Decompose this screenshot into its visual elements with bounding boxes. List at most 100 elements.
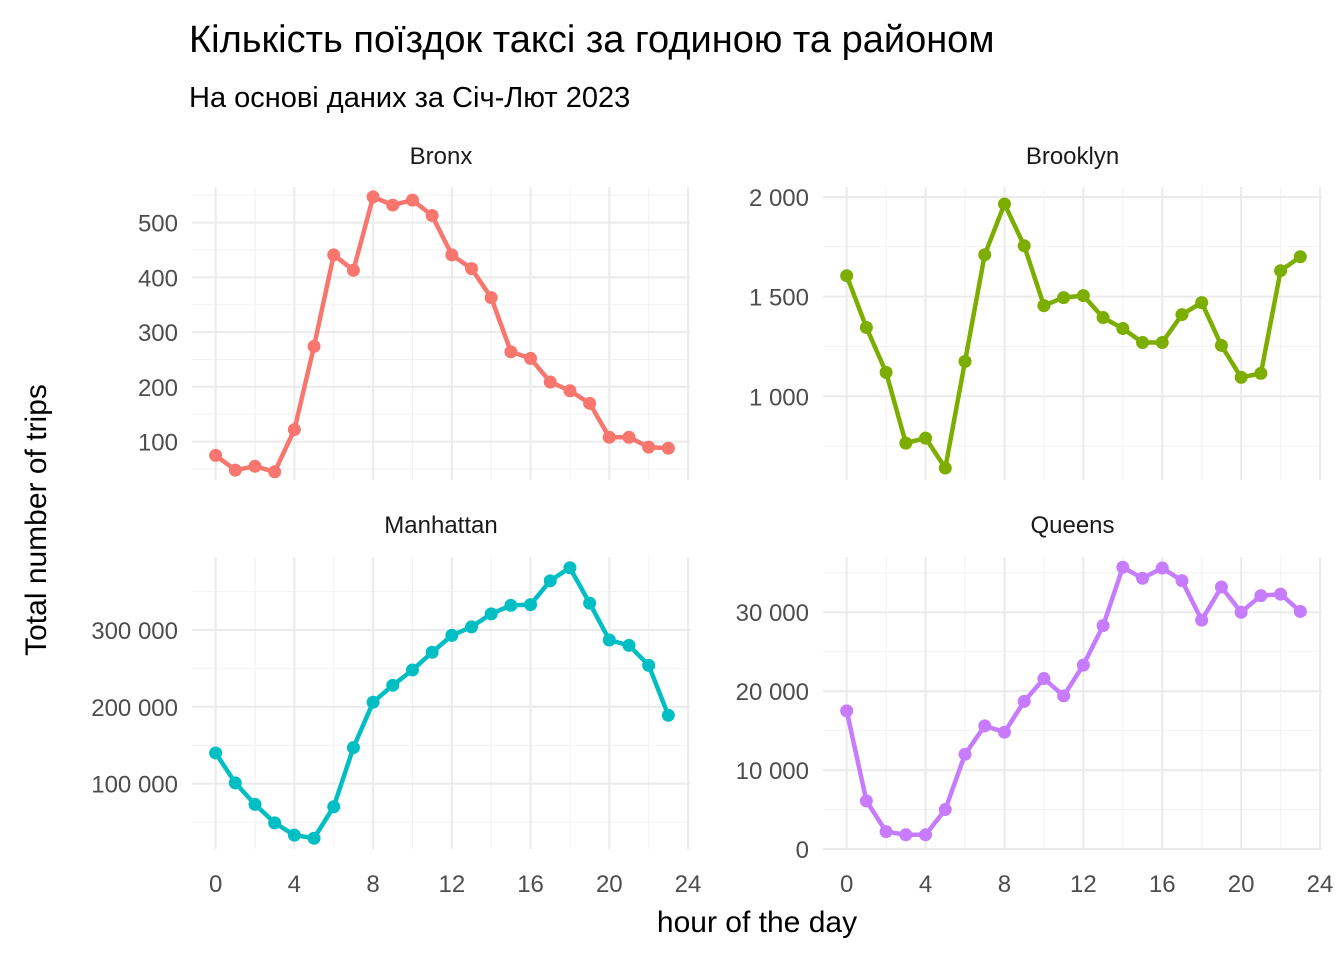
x-tick-label: 8: [366, 871, 379, 898]
data-point: [228, 776, 242, 790]
data-point: [661, 708, 675, 722]
data-point: [386, 198, 400, 212]
data-point: [445, 248, 459, 262]
data-point: [938, 461, 952, 475]
data-point: [268, 465, 282, 479]
data-point: [563, 384, 577, 398]
data-point: [366, 190, 380, 204]
data-point: [622, 638, 636, 652]
data-point: [327, 800, 341, 814]
y-tick-label: 300 000: [91, 618, 178, 645]
data-point: [386, 678, 400, 692]
data-point: [1214, 338, 1228, 352]
y-tick-label: 400: [138, 265, 178, 292]
data-point: [327, 248, 341, 262]
data-point: [1274, 587, 1288, 601]
panel-bronx: 100 200 300 400 500 Bronx: [138, 143, 690, 480]
facet-label: Queens: [1030, 512, 1114, 539]
data-point: [1293, 604, 1307, 618]
data-point: [1017, 239, 1031, 253]
x-tick-label: 20: [1228, 871, 1255, 898]
data-point: [840, 269, 854, 283]
y-tick-label: 1 000: [749, 384, 809, 411]
panel-brooklyn: 1 000 1 500 2 000 Brooklyn: [749, 143, 1322, 480]
data-point: [978, 719, 992, 733]
data-point: [1057, 291, 1071, 305]
data-point: [661, 441, 675, 455]
series-line-queens: [844, 565, 1303, 838]
x-tick-label: 16: [517, 871, 544, 898]
data-point: [1155, 335, 1169, 349]
data-point: [307, 339, 321, 353]
data-point: [997, 197, 1011, 211]
data-point: [248, 797, 262, 811]
data-point: [248, 459, 262, 473]
x-tick-label: 16: [1149, 871, 1176, 898]
data-point: [504, 345, 518, 359]
data-point: [1096, 619, 1110, 633]
data-point: [1175, 574, 1189, 588]
data-point: [1057, 689, 1071, 703]
data-point: [307, 831, 321, 845]
x-tick-label: 0: [209, 871, 222, 898]
x-tick-label: 0: [840, 871, 853, 898]
data-point: [602, 430, 616, 444]
data-point: [268, 816, 282, 830]
y-tick-label: 0: [796, 837, 809, 864]
data-point: [1293, 250, 1307, 264]
x-tick-label: 24: [1307, 871, 1334, 898]
data-point: [1116, 560, 1130, 574]
data-point: [1076, 658, 1090, 672]
data-point: [484, 291, 498, 305]
y-tick-label: 200 000: [91, 695, 178, 722]
data-point: [425, 645, 439, 659]
y-axis-label: Total number of trips: [20, 384, 53, 656]
data-point: [287, 423, 301, 437]
data-point: [543, 375, 557, 389]
data-point: [405, 663, 419, 677]
data-point: [978, 248, 992, 262]
data-point: [1136, 335, 1150, 349]
x-tick-label: 4: [288, 871, 301, 898]
series-line-bronx: [213, 194, 671, 475]
data-point: [287, 828, 301, 842]
data-point: [1195, 296, 1209, 310]
data-point: [642, 658, 656, 672]
data-point: [919, 828, 933, 842]
y-tick-label: 100: [138, 430, 178, 457]
x-tick-label: 4: [919, 871, 932, 898]
data-point: [583, 596, 597, 610]
data-point: [445, 628, 459, 642]
data-point: [997, 725, 1011, 739]
data-point: [1116, 322, 1130, 336]
y-tick-label: 10 000: [736, 758, 809, 785]
data-point: [209, 746, 223, 760]
data-point: [346, 741, 360, 755]
data-point: [583, 396, 597, 410]
y-tick-label: 500: [138, 211, 178, 238]
data-point: [642, 440, 656, 454]
data-point: [1234, 370, 1248, 384]
x-tick-label: 12: [438, 871, 465, 898]
data-point: [425, 208, 439, 222]
series-line-manhattan: [213, 565, 671, 841]
series-line-brooklyn: [844, 201, 1303, 471]
x-axis-label: hour of the day: [657, 906, 857, 939]
y-tick-label: 2 000: [749, 185, 809, 212]
data-point: [899, 436, 913, 450]
data-point: [919, 431, 933, 445]
chart-subtitle: На основі даних за Січ-Лют 2023: [189, 82, 630, 114]
data-point: [1254, 366, 1268, 380]
panel-queens: 0 10 000 20 000 30 000 0 4 8 12 16 20 24 Queens: [736, 512, 1334, 898]
data-point: [958, 354, 972, 368]
facet-label: Brooklyn: [1026, 143, 1119, 170]
y-tick-label: 100 000: [91, 772, 178, 799]
data-point: [228, 463, 242, 477]
data-point: [524, 351, 538, 365]
data-point: [465, 262, 479, 276]
data-point: [1214, 580, 1228, 594]
data-point: [840, 704, 854, 718]
data-point: [859, 794, 873, 808]
